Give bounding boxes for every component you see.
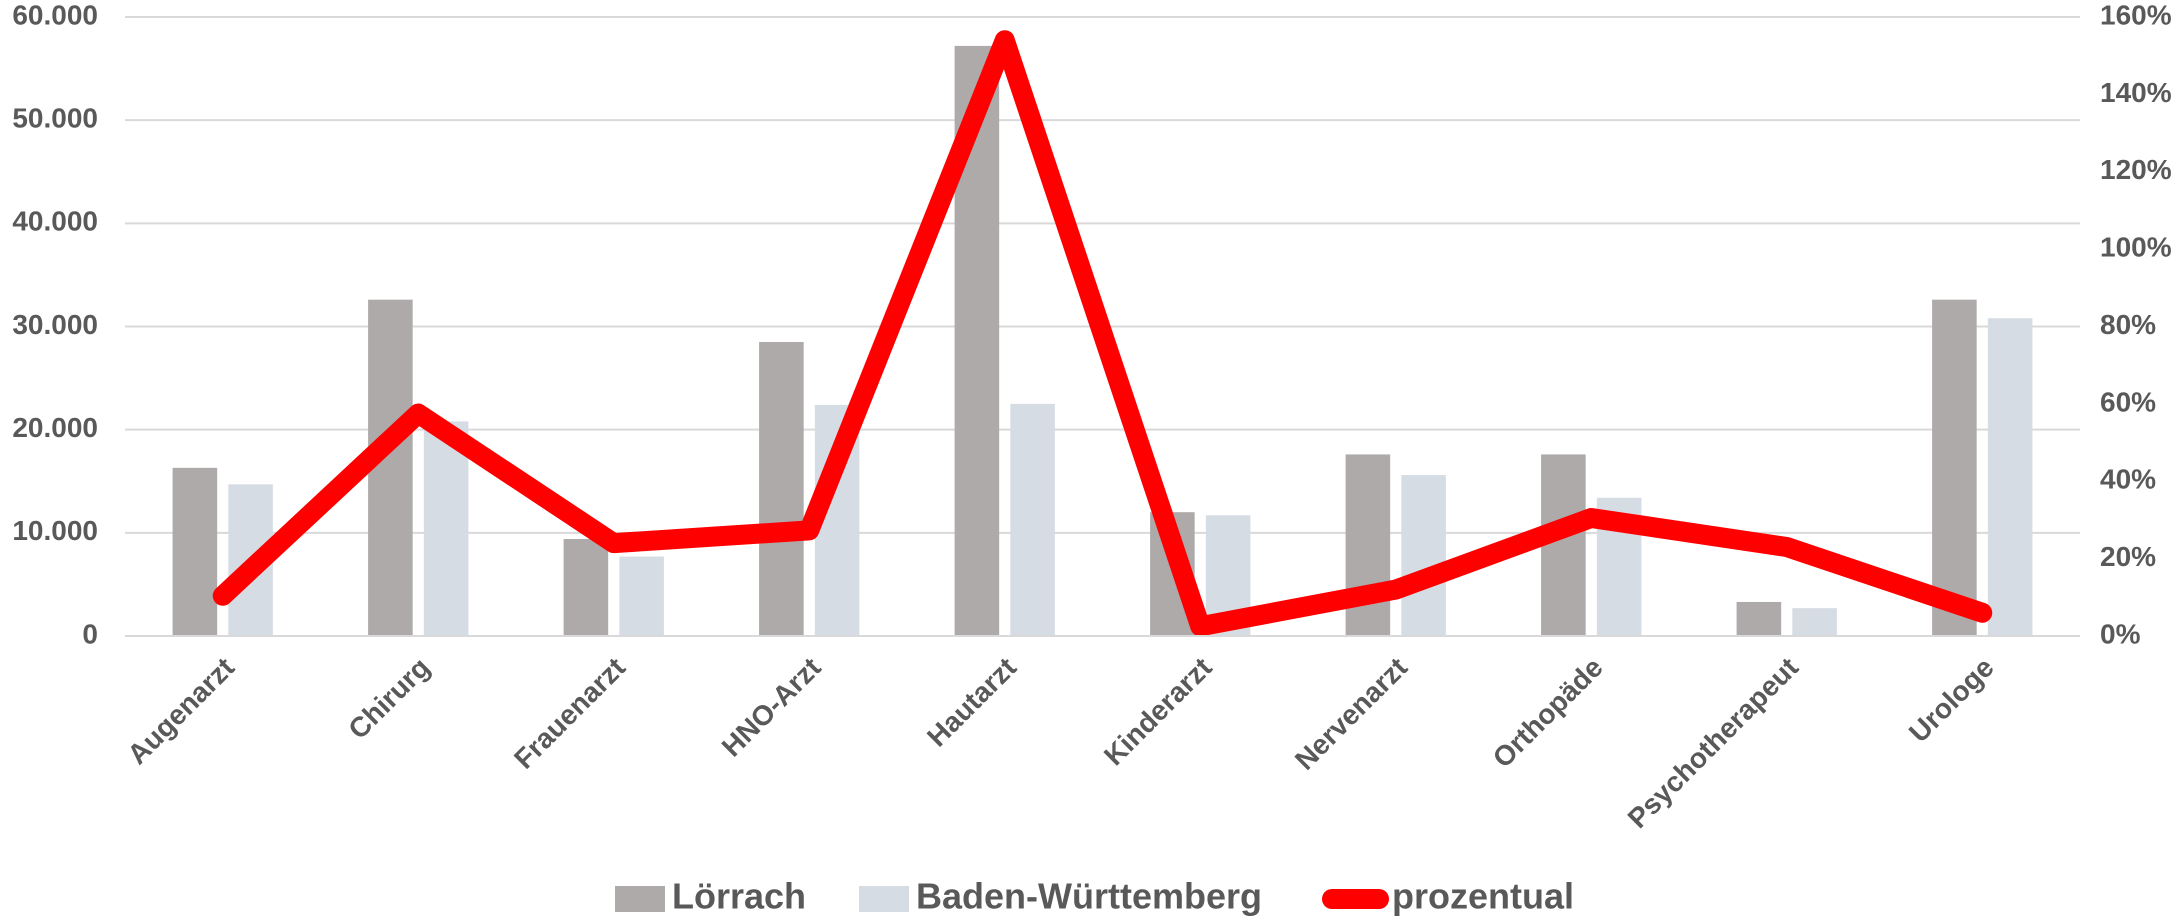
bar [1736, 601, 1782, 636]
legend-swatch [859, 886, 909, 912]
x-tick-label: Frauenarzt [508, 652, 631, 775]
y2-tick-label: 120% [2100, 154, 2172, 185]
x-tick-label: Kinderarzt [1098, 652, 1218, 772]
y-tick-label: 20.000 [12, 412, 98, 443]
bar [172, 467, 218, 636]
bar [1932, 299, 1977, 636]
y2-tick-label: 80% [2100, 309, 2156, 340]
legend-label: prozentual [1392, 876, 1574, 917]
bar [1987, 318, 2033, 636]
y-tick-label: 50.000 [12, 103, 98, 134]
bar [1792, 608, 1837, 636]
y2-tick-label: 140% [2100, 77, 2172, 108]
y-tick-label: 10.000 [12, 515, 98, 546]
x-tick-label: Hautarzt [921, 652, 1022, 753]
x-tick-label: Urologe [1903, 652, 2000, 749]
bar [619, 556, 664, 636]
x-tick-label: Augenarzt [121, 652, 240, 771]
x-tick-label: Nervenarzt [1289, 652, 1413, 776]
bar [1541, 454, 1586, 636]
y2-tick-label: 40% [2100, 464, 2156, 495]
y2-tick-label: 0% [2100, 618, 2141, 649]
bar [563, 539, 609, 636]
line [212, 30, 1993, 637]
bar [368, 299, 413, 636]
y-tick-label: 40.000 [12, 206, 98, 237]
bar [423, 421, 469, 636]
y-tick-label: 60.000 [12, 0, 98, 30]
y-tick-label: 0 [82, 618, 98, 649]
legend-label: Lörrach [672, 876, 806, 917]
y2-tick-label: 160% [2100, 0, 2172, 30]
bar [1345, 454, 1391, 636]
legend-swatch [615, 886, 665, 912]
x-tick-label: Chirurg [342, 652, 435, 745]
bar [759, 341, 804, 636]
y2-tick-label: 20% [2100, 541, 2156, 572]
bar [1401, 475, 1446, 636]
y2-tick-label: 100% [2100, 232, 2172, 263]
legend-label: Baden-Württemberg [916, 876, 1262, 917]
bar [1010, 403, 1055, 636]
x-tick-label: Orthopäde [1487, 652, 1609, 774]
x-tick-label: Psychotherapeut [1622, 652, 1805, 835]
x-tick-label: HNO-Arzt [716, 652, 827, 763]
y2-tick-label: 60% [2100, 386, 2156, 417]
y-tick-label: 30.000 [12, 309, 98, 340]
